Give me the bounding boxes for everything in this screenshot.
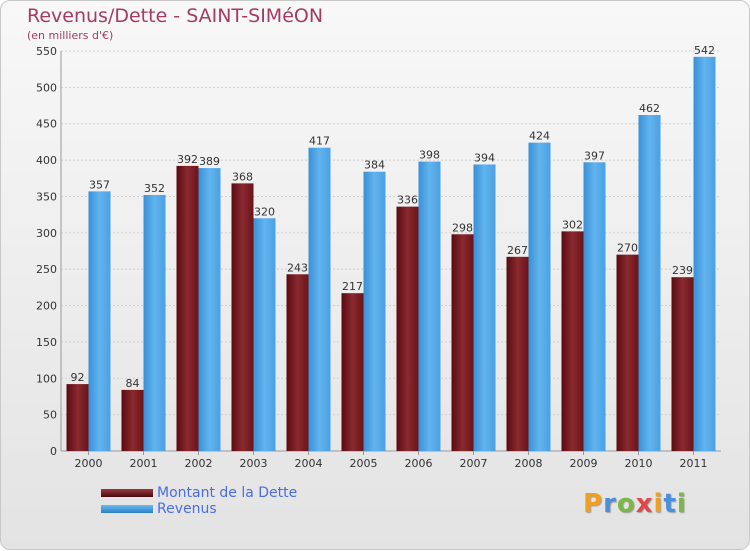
y-tick-label: 150 — [36, 336, 57, 349]
data-label-revenus: 542 — [694, 44, 715, 57]
y-tick-label: 300 — [36, 227, 57, 240]
bar-revenus — [143, 195, 166, 451]
x-tick-label: 2004 — [295, 457, 323, 470]
data-label-revenus: 397 — [584, 149, 605, 162]
legend-swatch-dette — [101, 489, 153, 497]
bar-revenus — [418, 161, 441, 451]
y-tick-label: 50 — [43, 409, 57, 422]
y-tick-label: 450 — [36, 118, 57, 131]
bar-revenus — [583, 162, 606, 452]
bar-dette — [396, 206, 419, 451]
bar-dette — [286, 274, 309, 451]
x-tick-label: 2003 — [240, 457, 268, 470]
bar-revenus — [363, 171, 386, 451]
logo-letter: r — [603, 489, 617, 519]
data-label-dette: 217 — [342, 280, 363, 293]
x-tick-label: 2000 — [75, 457, 103, 470]
data-label-dette: 267 — [507, 244, 528, 257]
bar-dette — [66, 384, 89, 451]
y-tick-label: 200 — [36, 300, 57, 313]
chart-title: Revenus/Dette - SAINT-SIMéON — [27, 5, 324, 27]
logo-letter: P — [583, 489, 604, 519]
data-label-dette: 270 — [617, 242, 638, 255]
proxiti-logo: Proxiti — [583, 489, 687, 519]
data-label-dette: 243 — [287, 261, 308, 274]
bar-revenus — [473, 164, 496, 452]
x-tick-label: 2006 — [405, 457, 433, 470]
bar-dette — [231, 183, 254, 451]
y-tick-label: 0 — [50, 445, 57, 458]
data-label-dette: 302 — [562, 218, 583, 231]
y-tick-label: 500 — [36, 81, 57, 94]
data-label-revenus: 398 — [419, 149, 440, 162]
data-label-dette: 84 — [126, 377, 140, 390]
legend-label-revenus: Revenus — [157, 501, 217, 517]
chart-subtitle: (en milliers d'€) — [27, 29, 114, 42]
x-tick-label: 2002 — [185, 457, 213, 470]
bar-dette — [451, 234, 474, 451]
y-tick-label: 250 — [36, 263, 57, 276]
data-label-revenus: 417 — [309, 135, 330, 148]
data-label-dette: 298 — [452, 221, 473, 234]
data-label-dette: 336 — [397, 194, 418, 207]
y-tick-label: 550 — [36, 45, 57, 58]
logo-letter: i — [676, 489, 687, 519]
x-tick-label: 2011 — [680, 457, 708, 470]
data-label-revenus: 352 — [144, 182, 165, 195]
bar-dette — [506, 256, 529, 451]
logo-letter: x — [635, 489, 654, 519]
bar-revenus — [308, 147, 331, 451]
x-tick-label: 2009 — [570, 457, 598, 470]
bar-revenus — [198, 168, 221, 451]
bar-dette — [671, 277, 694, 451]
data-label-revenus: 389 — [199, 155, 220, 168]
bar-dette — [121, 389, 144, 451]
data-label-revenus: 394 — [474, 151, 495, 164]
logo-letter: i — [653, 489, 664, 519]
x-tick-label: 2007 — [460, 457, 488, 470]
data-label-dette: 92 — [71, 371, 85, 384]
bar-revenus — [253, 218, 276, 451]
data-label-revenus: 357 — [89, 178, 110, 191]
bar-revenus — [638, 115, 661, 451]
y-tick-label: 100 — [36, 372, 57, 385]
bar-dette — [616, 254, 639, 451]
bar-dette — [176, 165, 199, 451]
data-label-revenus: 384 — [364, 159, 385, 172]
data-label-dette: 392 — [177, 153, 198, 166]
x-tick-label: 2005 — [350, 457, 378, 470]
data-label-dette: 368 — [232, 170, 253, 183]
y-tick-label: 400 — [36, 154, 57, 167]
bar-dette — [561, 231, 584, 451]
legend-swatch-revenus — [101, 505, 153, 513]
x-tick-label: 2008 — [515, 457, 543, 470]
bar-dette — [341, 293, 364, 451]
legend-label-dette: Montant de la Dette — [157, 485, 298, 501]
y-tick-label: 350 — [36, 190, 57, 203]
bar-revenus — [88, 191, 111, 451]
data-label-dette: 239 — [672, 264, 693, 277]
data-label-revenus: 320 — [254, 205, 275, 218]
x-tick-label: 2001 — [130, 457, 158, 470]
bar-revenus — [693, 56, 716, 452]
logo-letter: t — [663, 489, 677, 519]
logo-letter: o — [616, 489, 636, 519]
bar-revenus — [528, 142, 551, 452]
data-label-revenus: 424 — [529, 130, 550, 143]
x-tick-label: 2010 — [625, 457, 653, 470]
data-label-revenus: 462 — [639, 102, 660, 115]
